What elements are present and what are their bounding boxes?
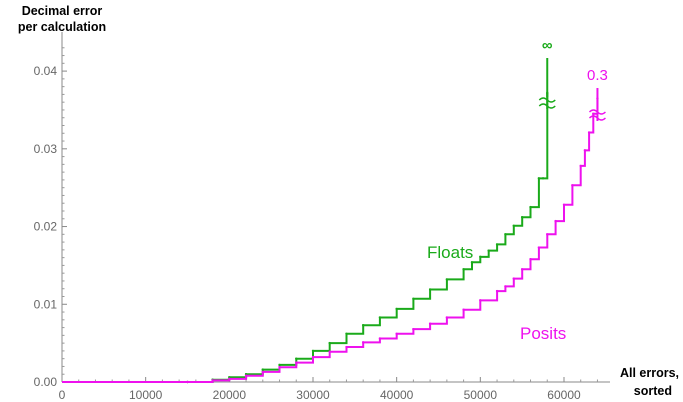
axis-break-squiggle (588, 109, 606, 115)
data-point (345, 332, 348, 336)
data-point (311, 355, 315, 359)
data-point (562, 203, 566, 206)
data-point (587, 131, 591, 134)
series-layer: ∞ Floats 0.3 Posits (62, 37, 608, 384)
data-point (295, 361, 298, 364)
data-point (211, 379, 214, 382)
data-point (412, 297, 415, 301)
x-axis-title-line-2: sorted (634, 384, 672, 398)
x-tick-label: 10000 (129, 388, 163, 402)
data-point (520, 268, 524, 271)
data-point (295, 357, 298, 360)
data-point (479, 255, 482, 259)
x-tick-label: 0 (59, 388, 66, 402)
data-point (504, 233, 507, 236)
axis-ticks: 0 10000 20000 30000 40000 50000 60000 0.00 0.01 0… (34, 47, 598, 402)
axis-break-squiggle (588, 115, 606, 121)
data-point (395, 332, 398, 336)
data-point (328, 350, 331, 353)
data-point (554, 219, 557, 223)
data-point (487, 249, 490, 252)
data-point (378, 316, 382, 319)
data-point (228, 377, 231, 381)
data-point (537, 177, 541, 180)
data-point (445, 278, 449, 281)
data-point (546, 233, 549, 236)
data-point (583, 149, 587, 152)
data-point (537, 246, 541, 249)
data-point (520, 216, 524, 219)
x-tick-label: 40000 (380, 388, 414, 402)
break-annotation-posits: 0.3 (587, 67, 608, 84)
data-point (261, 370, 264, 374)
data-point (512, 277, 515, 280)
break-annotation-floats: ∞ (542, 37, 553, 54)
data-point (361, 324, 365, 327)
data-point (479, 299, 482, 302)
axis-break-squiggle (538, 103, 556, 109)
x-axis-title: All errors, sorted (620, 366, 679, 398)
data-point (495, 243, 499, 246)
x-tick-label: 60000 (547, 388, 581, 402)
series-floats: ∞ Floats (62, 37, 556, 384)
data-point (328, 341, 331, 345)
series-line-posits (62, 98, 599, 383)
data-point (462, 308, 465, 311)
data-point (504, 285, 507, 288)
data-point (470, 261, 474, 264)
data-point (571, 184, 574, 187)
series-posits: 0.3 Posits (62, 67, 608, 384)
data-point (541, 177, 545, 180)
data-point (445, 316, 449, 319)
x-axis-title-line-1: All errors, (620, 366, 679, 380)
data-point (395, 307, 398, 311)
data-point (529, 257, 532, 261)
series-label-floats: Floats (427, 243, 473, 262)
data-point (495, 289, 499, 293)
y-tick-label: 0.00 (34, 375, 58, 389)
y-tick-label: 0.02 (34, 220, 58, 234)
data-point (512, 224, 515, 227)
data-point (529, 205, 532, 209)
data-point (592, 112, 595, 116)
data-point (278, 366, 281, 369)
y-tick-label: 0.01 (34, 297, 58, 311)
data-point (462, 268, 465, 271)
data-point (186, 380, 189, 384)
x-tick-label: 20000 (213, 388, 247, 402)
y-axis-title-line-2: per calculation (18, 20, 106, 34)
data-point (278, 363, 281, 367)
x-tick-label: 30000 (296, 388, 330, 402)
data-point (311, 349, 315, 353)
y-tick-label: 0.03 (34, 142, 58, 156)
data-point (261, 368, 264, 371)
x-tick-label: 50000 (464, 388, 498, 402)
data-point (412, 327, 415, 331)
y-axis-title: Decimal error per calculation (18, 4, 106, 34)
data-point (244, 374, 248, 377)
series-line-floats (62, 92, 549, 383)
axis-break-squiggle (538, 97, 556, 103)
series-label-posits: Posits (520, 324, 566, 343)
y-tick-label: 0.04 (34, 64, 58, 78)
data-point (361, 341, 365, 344)
data-point (345, 345, 348, 349)
data-point (378, 337, 382, 340)
data-point (428, 322, 432, 325)
data-point (579, 164, 582, 168)
data-point (428, 288, 432, 291)
y-axis-title-line-1: Decimal error (22, 4, 103, 18)
